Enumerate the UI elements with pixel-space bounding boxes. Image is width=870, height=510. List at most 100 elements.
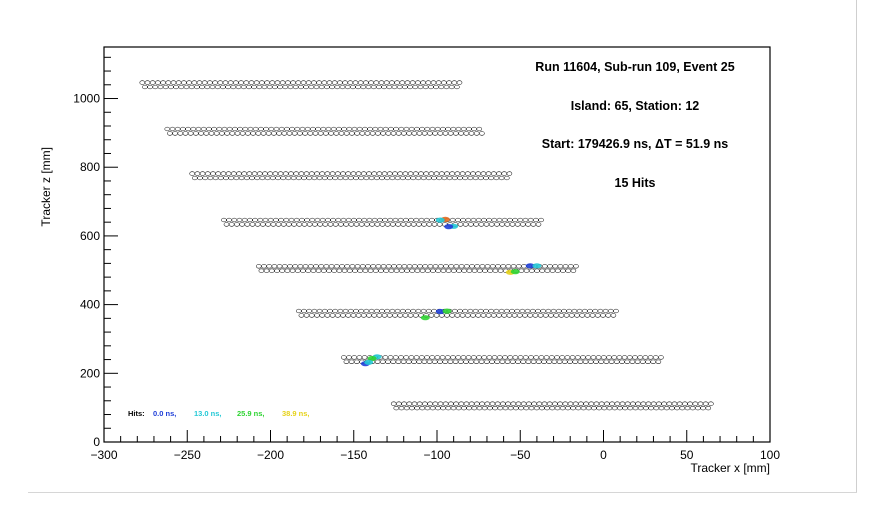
straw <box>384 175 390 181</box>
straw <box>559 355 565 360</box>
straw <box>552 264 558 269</box>
straw <box>264 175 271 181</box>
straw <box>530 308 536 314</box>
straw <box>585 405 592 411</box>
y-tick-label: 1000 <box>73 92 100 106</box>
panel-bottom-border <box>28 492 857 493</box>
straw <box>413 217 420 223</box>
straw <box>379 175 385 181</box>
straw <box>494 359 500 364</box>
straw <box>521 264 527 269</box>
straw <box>556 308 562 314</box>
straw <box>488 175 494 181</box>
straw <box>327 222 334 227</box>
straw <box>390 222 396 227</box>
straw <box>517 355 524 360</box>
straw <box>226 217 232 223</box>
straw <box>440 126 446 132</box>
straw <box>476 355 482 360</box>
straw <box>403 217 409 223</box>
straw <box>486 355 493 360</box>
straw <box>705 405 712 411</box>
straw <box>465 355 472 360</box>
straw <box>420 175 427 181</box>
straw <box>316 175 323 181</box>
straw <box>415 80 421 85</box>
straw <box>702 401 709 406</box>
straw <box>271 264 278 269</box>
straw <box>283 171 289 176</box>
tracker-module <box>296 308 619 318</box>
straw <box>428 313 435 318</box>
straw <box>237 126 243 132</box>
straw <box>433 84 439 90</box>
straw <box>181 80 187 85</box>
straw <box>261 264 267 269</box>
straw <box>549 405 556 411</box>
straw <box>257 217 264 223</box>
straw <box>459 313 466 318</box>
straw <box>402 313 409 318</box>
straw <box>454 84 460 90</box>
straw <box>553 313 559 318</box>
straw <box>309 217 316 223</box>
straw <box>275 222 282 227</box>
straw <box>450 355 456 360</box>
straw <box>177 131 184 136</box>
straw <box>391 264 397 269</box>
straw <box>460 126 467 132</box>
y-tick-label: 0 <box>93 435 100 449</box>
straw <box>453 401 459 406</box>
straw <box>576 308 583 314</box>
straw <box>238 80 244 85</box>
straw <box>343 222 349 227</box>
straw <box>474 401 480 406</box>
straw <box>448 264 454 269</box>
straw <box>471 268 478 273</box>
straw <box>545 308 552 314</box>
tracker-module <box>189 171 513 181</box>
straw <box>374 308 380 314</box>
straw <box>478 222 485 227</box>
straw <box>374 359 381 364</box>
straw <box>557 264 564 269</box>
straw <box>531 401 537 406</box>
straw <box>242 126 249 132</box>
straw <box>192 175 198 181</box>
straw <box>559 405 566 411</box>
straw <box>401 401 407 406</box>
straw <box>190 126 197 132</box>
straw <box>684 405 691 411</box>
straw <box>613 308 619 314</box>
straw <box>342 175 349 181</box>
straw <box>256 84 263 90</box>
straw <box>440 405 446 411</box>
straw <box>456 268 462 273</box>
straw <box>502 355 508 360</box>
straw <box>475 217 482 223</box>
straw <box>285 80 291 85</box>
straw <box>464 264 470 269</box>
straw <box>547 264 553 269</box>
straw <box>257 171 263 176</box>
straw <box>139 80 146 85</box>
straw <box>606 355 612 360</box>
y-axis-label: Tracker z [mm] <box>39 147 53 227</box>
straw <box>562 401 569 406</box>
legend-entry-0: 0.0 ns, <box>153 409 176 418</box>
straw <box>491 313 497 318</box>
straw <box>252 126 259 132</box>
straw <box>379 308 385 314</box>
straw <box>632 355 638 360</box>
straw <box>479 131 485 136</box>
straw <box>247 217 253 223</box>
straw <box>563 313 570 318</box>
straw <box>445 126 451 132</box>
straw <box>427 401 433 406</box>
straw <box>504 222 511 227</box>
straw <box>417 264 423 269</box>
straw <box>589 313 596 318</box>
straw <box>541 401 548 406</box>
straw <box>354 264 361 269</box>
straw <box>619 359 625 364</box>
